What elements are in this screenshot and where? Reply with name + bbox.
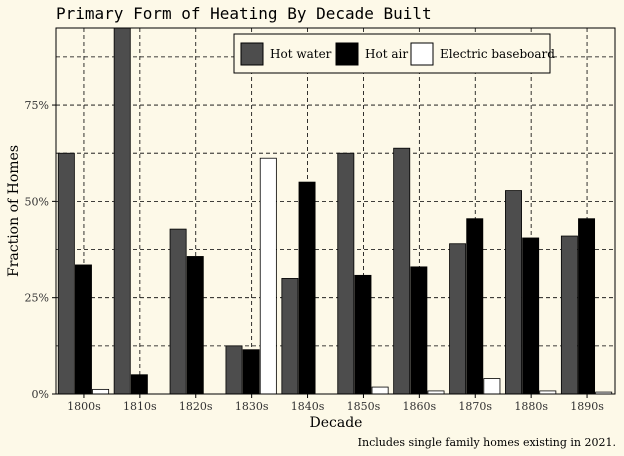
legend-swatch-hot-air <box>335 42 359 66</box>
bar-hot-air-1890s <box>578 218 596 395</box>
legend-swatch-electric-baseboard <box>410 42 434 66</box>
bar-hot-air-1860s <box>410 266 428 395</box>
bar-hot-air-1800s <box>74 264 92 395</box>
legend-label-electric-baseboard: Electric baseboard <box>440 47 555 61</box>
y-axis-title: Fraction of Homes <box>6 145 22 277</box>
y-tick-label: 75% <box>25 99 49 112</box>
y-tick-label: 25% <box>25 292 49 305</box>
plot-frame <box>55 27 616 395</box>
bar-hot-water-1870s <box>449 243 467 395</box>
bar-hot-water-1800s <box>57 152 75 395</box>
bar-hot-water-1820s <box>169 228 187 395</box>
y-tick-label: 50% <box>25 195 49 208</box>
axis-ticks: 0% 25% 50% 75% 1800s 1810s 1820s 1830s 1840s 1850… <box>25 99 605 413</box>
legend-label-hot-water: Hot water <box>270 47 332 61</box>
legend-swatch-hot-water <box>240 42 264 66</box>
x-tick-label-1890s: 1890s <box>570 400 604 413</box>
legend: Hot water Hot air Electric baseboard <box>233 33 555 74</box>
x-tick-label-1820s: 1820s <box>179 400 213 413</box>
x-tick-label-1830s: 1830s <box>235 400 269 413</box>
bar-hot-air-1820s <box>186 256 204 395</box>
bar-hot-water-1810s <box>113 27 131 395</box>
bar-hot-water-1850s <box>337 152 355 395</box>
x-tick-label-1840s: 1840s <box>291 400 325 413</box>
chart-caption: Includes single family homes existing in… <box>358 436 616 449</box>
bar-hot-water-1860s <box>393 147 411 395</box>
chart-title: Primary Form of Heating By Decade Built <box>56 4 432 23</box>
bar-electric-baseboard-1800s <box>92 388 110 395</box>
bar-hot-water-1830s <box>225 345 243 395</box>
x-tick-label-1860s: 1860s <box>403 400 437 413</box>
bar-electric-baseboard-1830s <box>259 157 277 395</box>
x-tick-label-1800s: 1800s <box>67 400 101 413</box>
bar-hot-air-1880s <box>522 237 540 395</box>
bar-electric-baseboard-1850s <box>371 386 389 395</box>
legend-box <box>233 33 551 74</box>
bar-hot-water-1880s <box>505 190 522 395</box>
bar-hot-air-1830s <box>242 349 260 395</box>
legend-label-hot-air: Hot air <box>365 47 408 61</box>
bar-hot-air-1850s <box>354 274 372 395</box>
bars <box>57 27 613 395</box>
x-tick-label-1870s: 1870s <box>458 400 492 413</box>
bar-hot-water-1890s <box>560 235 578 395</box>
y-tick-label: 0% <box>32 388 49 401</box>
x-tick-label-1850s: 1850s <box>347 400 381 413</box>
bar-electric-baseboard-1870s <box>483 378 501 395</box>
x-tick-label-1880s: 1880s <box>514 400 548 413</box>
bar-hot-air-1840s <box>298 181 316 395</box>
bar-hot-air-1870s <box>466 218 484 395</box>
bar-hot-water-1840s <box>281 278 299 395</box>
x-tick-label-1810s: 1810s <box>123 400 157 413</box>
bar-hot-air-1810s <box>130 374 148 395</box>
x-axis-title: Decade <box>310 415 363 431</box>
